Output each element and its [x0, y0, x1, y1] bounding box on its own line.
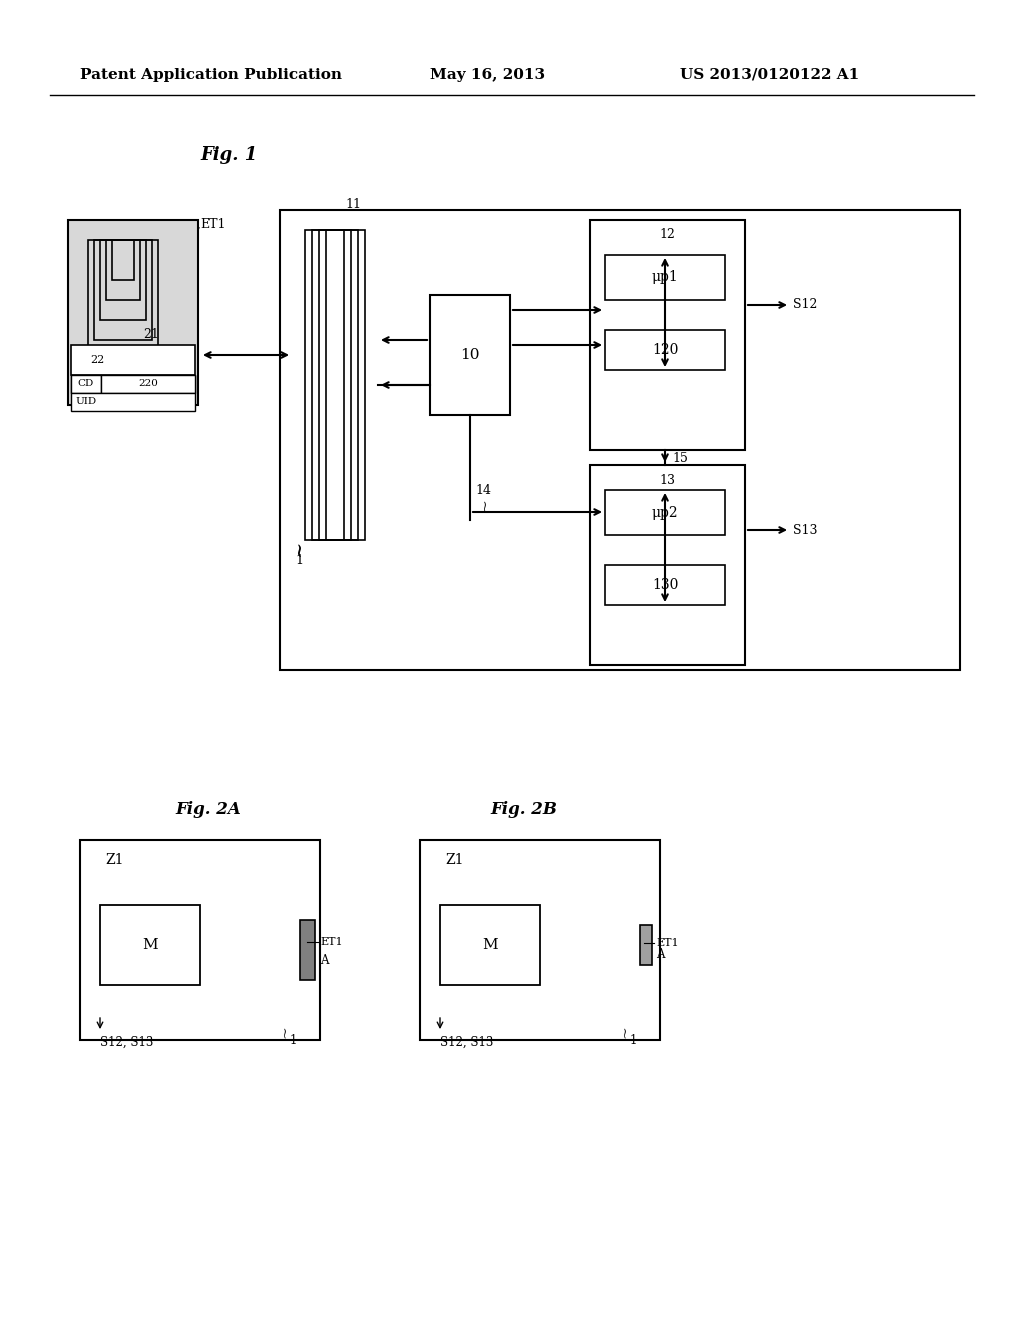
Text: 130: 130 [652, 578, 678, 591]
Text: ~: ~ [618, 1026, 632, 1039]
Text: μp2: μp2 [651, 506, 678, 520]
Bar [101, 375, 195, 393]
Text: Fig. 2B: Fig. 2B [490, 801, 557, 818]
Text: UID: UID [76, 397, 96, 407]
Text: 13: 13 [659, 474, 676, 487]
Text: US 2013/0120122 A1: US 2013/0120122 A1 [680, 69, 859, 82]
Bar [80, 840, 319, 1040]
Text: 1: 1 [630, 1034, 637, 1047]
Bar [88, 240, 158, 360]
Text: A: A [319, 953, 329, 966]
Text: 120: 120 [652, 343, 678, 356]
Bar [94, 240, 152, 341]
Text: A: A [656, 949, 665, 961]
Text: 1: 1 [290, 1034, 297, 1047]
Text: Fig. 2A: Fig. 2A [175, 801, 241, 818]
Bar [280, 210, 961, 671]
Bar [420, 840, 660, 1040]
Bar [319, 230, 351, 540]
Bar [71, 345, 195, 375]
Text: 15: 15 [672, 451, 688, 465]
Bar [100, 240, 146, 319]
Text: Z1: Z1 [445, 853, 464, 867]
Bar [71, 375, 195, 393]
Text: May 16, 2013: May 16, 2013 [430, 69, 545, 82]
Bar [590, 465, 745, 665]
Bar [605, 330, 725, 370]
Text: ~: ~ [290, 540, 308, 556]
Text: M: M [142, 939, 158, 952]
Text: 22: 22 [90, 355, 104, 366]
Text: S12, S13: S12, S13 [100, 1035, 154, 1048]
Text: ~: ~ [278, 1026, 292, 1039]
Bar [312, 230, 358, 540]
Text: Fig. 1: Fig. 1 [200, 147, 257, 164]
Bar [640, 925, 652, 965]
Bar [71, 393, 195, 411]
Text: μp1: μp1 [651, 271, 678, 285]
Text: CD: CD [78, 380, 94, 388]
Text: 12: 12 [659, 228, 676, 242]
Bar [106, 240, 140, 300]
Bar [300, 920, 315, 979]
Bar [590, 220, 745, 450]
Text: S13: S13 [793, 524, 817, 536]
Bar [605, 255, 725, 300]
Bar [440, 906, 540, 985]
Text: 21: 21 [143, 329, 159, 342]
Bar [112, 240, 134, 280]
Text: 220: 220 [138, 380, 158, 388]
Bar [71, 375, 101, 393]
Text: 1: 1 [295, 553, 303, 566]
Text: 14: 14 [475, 483, 490, 496]
Text: Z1: Z1 [105, 853, 124, 867]
Text: 11: 11 [345, 198, 361, 211]
Text: 10: 10 [460, 348, 480, 362]
Bar [605, 565, 725, 605]
Bar [68, 220, 198, 405]
Bar [100, 906, 200, 985]
Text: S12: S12 [793, 298, 817, 312]
Text: ~: ~ [475, 498, 492, 512]
Bar [605, 490, 725, 535]
Text: ET1: ET1 [319, 937, 343, 946]
Text: ET1: ET1 [200, 219, 225, 231]
Text: M: M [482, 939, 498, 952]
Text: S12, S13: S12, S13 [440, 1035, 494, 1048]
Bar [305, 230, 365, 540]
Text: ET1: ET1 [656, 939, 679, 948]
Bar [430, 294, 510, 414]
Bar [326, 230, 344, 540]
Text: Patent Application Publication: Patent Application Publication [80, 69, 342, 82]
